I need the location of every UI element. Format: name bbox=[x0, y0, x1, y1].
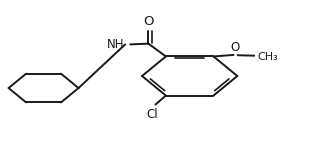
Text: O: O bbox=[230, 41, 240, 54]
Text: Cl: Cl bbox=[146, 108, 158, 121]
Text: NH: NH bbox=[107, 38, 124, 51]
Text: O: O bbox=[143, 15, 154, 28]
Text: CH₃: CH₃ bbox=[257, 52, 278, 62]
